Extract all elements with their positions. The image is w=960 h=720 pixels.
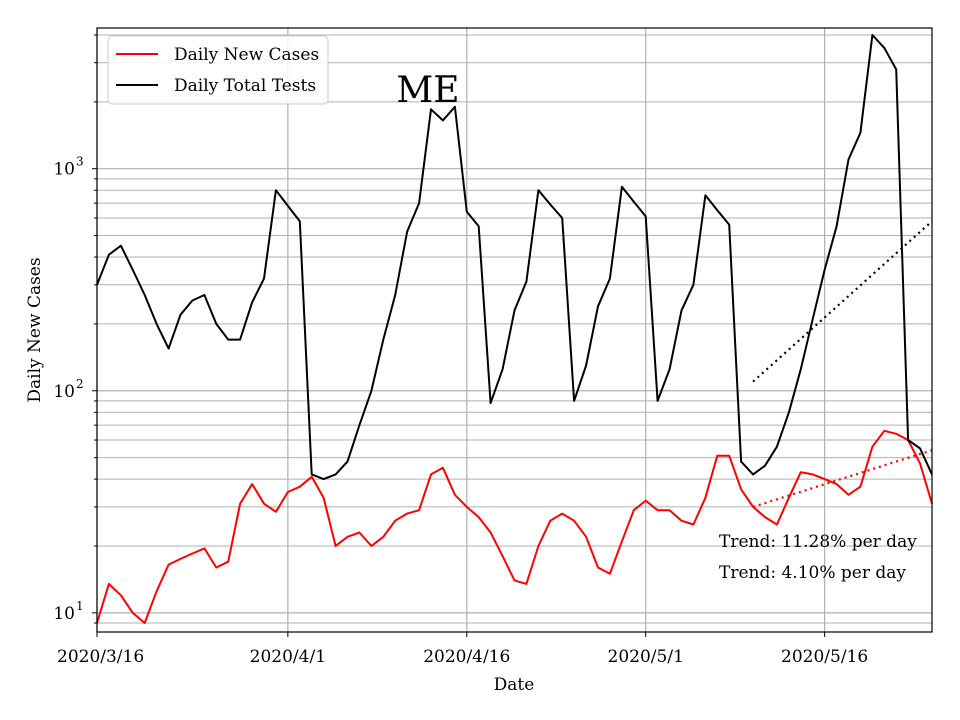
x-tick-label: 2020/5/16	[781, 647, 868, 667]
y-tick-label-exponent: 2	[76, 377, 84, 391]
y-tick-label: 10	[53, 160, 75, 180]
trend-annotation-cases: Trend: 4.10% per day	[719, 563, 906, 583]
series-layer	[96, 34, 933, 624]
series-line-trend-daily-new-cases	[752, 449, 933, 508]
series-line-daily-new-cases	[96, 429, 933, 624]
legend-label-daily-new-cases: Daily New Cases	[174, 45, 319, 65]
series-line-trend-daily-total-tests	[752, 220, 933, 383]
y-tick-label: 10	[53, 382, 75, 402]
y-tick-label: 10	[53, 604, 75, 624]
x-tick-label: 2020/3/16	[57, 647, 144, 667]
legend-box	[107, 35, 329, 105]
x-axis-label: Date	[494, 675, 535, 695]
x-tick-label: 2020/4/16	[423, 647, 510, 667]
trend-annotation-tests: Trend: 11.28% per day	[719, 532, 917, 552]
grid-lines	[96, 28, 932, 632]
y-axis-label: Daily New Cases	[25, 257, 45, 402]
x-tick-label: 2020/4/1	[250, 647, 326, 667]
legend: Daily New Cases Daily Total Tests	[107, 35, 329, 105]
series-line-daily-total-tests	[96, 34, 933, 481]
y-tick-label-exponent: 1	[76, 599, 84, 613]
legend-label-daily-total-tests: Daily Total Tests	[174, 76, 316, 96]
chart-title: ME	[396, 70, 459, 111]
plot-frame	[96, 27, 933, 633]
y-tick-label-exponent: 3	[76, 155, 84, 169]
x-tick-label: 2020/5/1	[608, 647, 684, 667]
